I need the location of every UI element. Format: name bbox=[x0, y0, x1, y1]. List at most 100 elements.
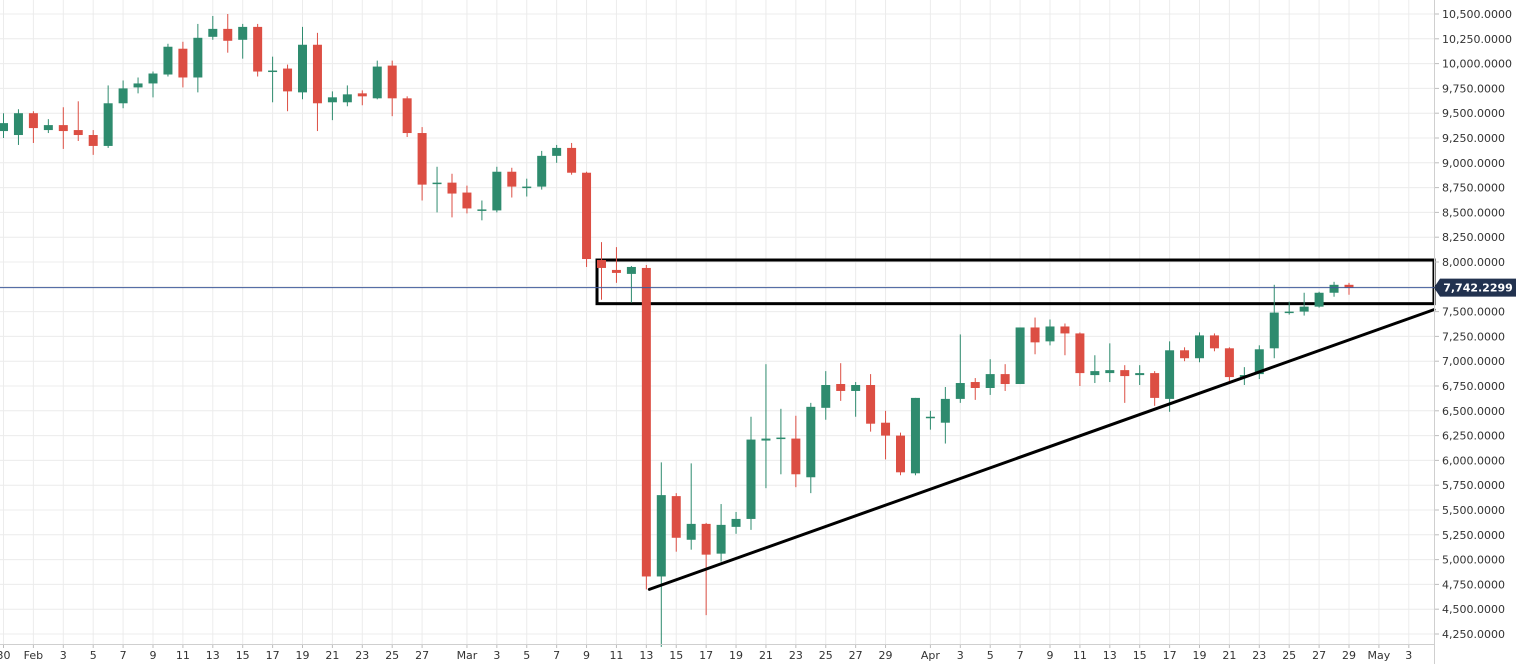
candle bbox=[88, 130, 98, 155]
candle bbox=[567, 142, 577, 175]
x-tick-label: 7 bbox=[553, 649, 560, 662]
x-tick-label: 30 bbox=[0, 649, 11, 662]
candle-body bbox=[746, 439, 756, 519]
candle-body bbox=[223, 28, 233, 41]
x-tick-label: Feb bbox=[24, 649, 43, 662]
candle bbox=[881, 410, 891, 460]
candle-body bbox=[43, 125, 53, 131]
candle bbox=[342, 85, 352, 107]
candle bbox=[1165, 341, 1175, 412]
candle-body bbox=[372, 66, 382, 99]
x-tick-label: 27 bbox=[849, 649, 863, 662]
candle bbox=[73, 101, 83, 141]
candle bbox=[357, 90, 367, 106]
candle bbox=[1120, 365, 1130, 403]
y-tick-label: 5,500.0000 bbox=[1442, 504, 1505, 517]
candle bbox=[1209, 333, 1219, 352]
candle bbox=[13, 109, 23, 145]
candle-body bbox=[522, 186, 532, 189]
x-tick-label: 25 bbox=[1282, 649, 1296, 662]
candle bbox=[43, 119, 53, 134]
candle-body bbox=[626, 266, 636, 274]
candle bbox=[522, 178, 532, 197]
candle-body bbox=[118, 88, 128, 104]
candle bbox=[1090, 355, 1100, 384]
candle bbox=[582, 171, 592, 267]
candle bbox=[253, 23, 263, 77]
candle-body bbox=[851, 385, 861, 391]
candle bbox=[462, 185, 472, 214]
candle-body bbox=[1284, 311, 1294, 314]
candle bbox=[970, 378, 980, 400]
y-tick-label: 9,250.0000 bbox=[1442, 132, 1505, 145]
candle bbox=[656, 462, 666, 647]
candle-body bbox=[477, 209, 487, 211]
x-tick-label: 13 bbox=[206, 649, 220, 662]
y-tick-label: 10,250.0000 bbox=[1442, 33, 1512, 46]
candle-body bbox=[791, 438, 801, 475]
candle bbox=[238, 23, 248, 59]
candle bbox=[447, 173, 457, 218]
candle-body bbox=[985, 374, 995, 388]
y-tick-label: 5,000.0000 bbox=[1442, 554, 1505, 567]
x-tick-label: 9 bbox=[583, 649, 590, 662]
x-tick-label: Apr bbox=[921, 649, 941, 662]
x-tick-label: 5 bbox=[987, 649, 994, 662]
candle-body bbox=[507, 171, 517, 187]
candle-body bbox=[1120, 370, 1130, 377]
candle bbox=[148, 71, 158, 98]
candle bbox=[1284, 301, 1294, 315]
y-tick-label: 6,000.0000 bbox=[1442, 454, 1505, 467]
candle bbox=[626, 265, 636, 303]
candle bbox=[716, 504, 726, 562]
y-tick-label: 8,750.0000 bbox=[1442, 182, 1505, 195]
candle-body bbox=[597, 260, 606, 268]
y-tick-label: 6,500.0000 bbox=[1442, 405, 1505, 418]
candle bbox=[537, 150, 547, 190]
candle bbox=[118, 80, 128, 109]
candle bbox=[432, 166, 442, 213]
x-tick-label: 13 bbox=[1103, 649, 1117, 662]
candle-body bbox=[1060, 326, 1070, 334]
support-trendline bbox=[647, 308, 1436, 591]
candle bbox=[58, 107, 68, 149]
y-tick-label: 6,750.0000 bbox=[1442, 380, 1505, 393]
candle bbox=[492, 166, 502, 213]
x-axis: 30 Feb 3 5 7 9 11 13 15 17 19 21 23 25 27 Mar 3 5 7 9 11 13 15… bbox=[0, 644, 1434, 662]
x-tick-label: Mar bbox=[457, 649, 478, 662]
candle-body bbox=[1015, 327, 1025, 385]
candle-body bbox=[776, 437, 786, 440]
candle-body bbox=[163, 46, 173, 75]
x-tick-label: 21 bbox=[759, 649, 773, 662]
x-tick-label: 19 bbox=[1193, 649, 1207, 662]
candle bbox=[776, 408, 786, 475]
x-tick-label: 15 bbox=[236, 649, 250, 662]
candle-body bbox=[1165, 350, 1175, 399]
candle bbox=[28, 111, 38, 143]
y-tick-label: 8,500.0000 bbox=[1442, 206, 1505, 219]
x-tick-label: 29 bbox=[879, 649, 893, 662]
candle bbox=[821, 371, 831, 420]
candle-body bbox=[761, 438, 771, 441]
candle-body bbox=[1030, 327, 1040, 343]
y-tick-label: 9,750.0000 bbox=[1442, 82, 1505, 95]
candle bbox=[133, 77, 143, 94]
candle bbox=[103, 85, 113, 148]
y-tick-label: 5,250.0000 bbox=[1442, 529, 1505, 542]
x-tick-label: 19 bbox=[729, 649, 743, 662]
candle-body bbox=[1135, 373, 1145, 376]
candle bbox=[1344, 282, 1354, 295]
candle-body bbox=[447, 182, 457, 194]
candle bbox=[283, 64, 293, 112]
candle-body bbox=[73, 130, 83, 136]
x-tick-label: 15 bbox=[1133, 649, 1147, 662]
x-tick-label: 17 bbox=[266, 649, 280, 662]
candle-body bbox=[641, 267, 651, 577]
candle-body bbox=[193, 37, 203, 78]
candle-body bbox=[686, 523, 696, 540]
candle bbox=[0, 113, 8, 138]
y-axis: 10,500.0000 10,250.0000 10,000.0000 9,750.0… bbox=[1434, 0, 1512, 664]
x-tick-label: 13 bbox=[639, 649, 653, 662]
candle bbox=[1045, 319, 1055, 346]
